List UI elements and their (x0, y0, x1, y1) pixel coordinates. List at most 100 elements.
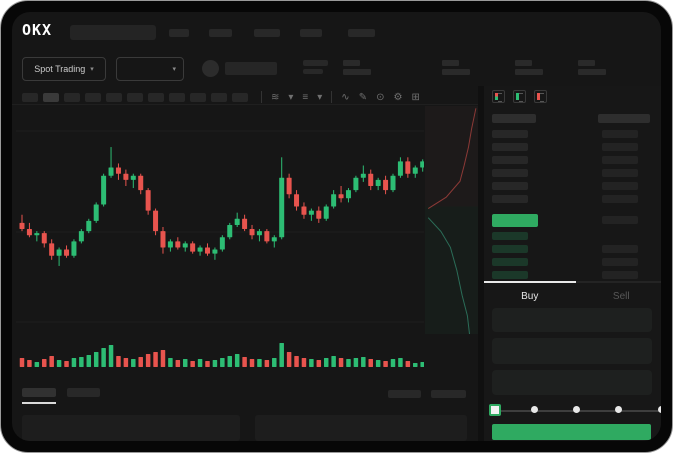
bottom-action-2[interactable] (431, 390, 466, 398)
last-price-badge[interactable] (492, 214, 538, 227)
timeframe-button[interactable] (232, 92, 248, 102)
timeframe-button[interactable] (190, 92, 206, 102)
change-placeholder (303, 60, 328, 66)
candle-style-icon[interactable]: ≋ (271, 91, 280, 103)
view-icon-bar (516, 93, 519, 100)
bid-amount-cell[interactable] (602, 245, 638, 253)
ask-amount-cell[interactable] (602, 156, 638, 164)
nav-item-placeholder[interactable] (254, 29, 280, 37)
timeframe-button[interactable] (22, 92, 38, 102)
bottom-tab-2[interactable] (67, 388, 100, 397)
ask-amount-cell[interactable] (602, 143, 638, 151)
stat-value-placeholder (578, 69, 606, 75)
indicators-icon[interactable]: ≡ (302, 91, 309, 103)
orderbook-buy-view-icon[interactable] (513, 90, 526, 103)
orderbook-amount-cell[interactable] (602, 216, 638, 224)
ask-price-cell[interactable] (492, 130, 528, 138)
timeframe-button[interactable] (169, 92, 185, 102)
timeframe-button[interactable] (106, 92, 122, 102)
timeframe-button[interactable] (211, 92, 227, 102)
orderbook-col-header-price (492, 114, 536, 123)
pair-dropdown[interactable]: ▾ (116, 57, 184, 81)
top-navbar: OKX (12, 12, 661, 52)
slider-stop-dot[interactable] (657, 406, 661, 413)
draw-tool-icon[interactable]: ✎ (358, 91, 368, 103)
ask-price-cell[interactable] (492, 169, 528, 177)
order-form-input[interactable] (492, 338, 652, 364)
orderbook-sell-view-icon[interactable] (534, 90, 547, 103)
ask-amount-cell[interactable] (602, 169, 638, 177)
bottom-tab-1[interactable] (22, 388, 56, 397)
bid-price-cell[interactable] (492, 232, 528, 240)
tab-sell[interactable]: Sell (575, 281, 661, 305)
nav-item-placeholder[interactable] (348, 29, 375, 37)
price-placeholder (225, 62, 277, 75)
bid-amount-cell[interactable] (602, 271, 638, 279)
view-icon-lines (498, 93, 502, 102)
ask-amount-cell[interactable] (602, 182, 638, 190)
line-tool-icon[interactable]: ∿ (341, 91, 350, 103)
timeframe-button[interactable] (127, 92, 143, 102)
ask-price-cell[interactable] (492, 156, 528, 164)
stat-label-placeholder (343, 60, 360, 66)
search-placeholder[interactable] (70, 25, 156, 40)
slider-stop-dot[interactable] (615, 406, 623, 413)
volume-chart[interactable] (16, 337, 425, 369)
depth-chart[interactable] (425, 106, 478, 335)
bid-price-cell[interactable] (492, 271, 528, 279)
change-sub-placeholder (303, 69, 323, 74)
ask-price-cell[interactable] (492, 195, 528, 203)
ask-price-cell[interactable] (492, 143, 528, 151)
okx-logo[interactable]: OKX (22, 21, 53, 39)
orderbook-col-header-amount (598, 114, 650, 123)
orderbook-split-view-icon[interactable] (492, 90, 505, 103)
chevron-down-icon[interactable]: ▾ (317, 91, 323, 103)
ask-price-cell[interactable] (492, 182, 528, 190)
bid-price-cell[interactable] (492, 258, 528, 266)
toolbar-divider (331, 91, 333, 103)
stat-label-placeholder (442, 60, 459, 66)
order-form-input[interactable] (492, 308, 652, 332)
timeframe-button[interactable] (43, 92, 59, 102)
nav-item-placeholder[interactable] (169, 29, 189, 37)
market-type-dropdown[interactable]: Spot Trading ▾ (22, 57, 106, 81)
stat-label-placeholder (578, 60, 595, 66)
chevron-down-icon[interactable]: ▾ (288, 91, 294, 103)
app-window: OKX Spot Trading ▾ ▾ (12, 12, 661, 441)
stat-value-placeholder (515, 69, 543, 75)
camera-icon[interactable]: ⊙ (376, 91, 385, 103)
chevron-down-icon: ▾ (172, 65, 176, 73)
timeframe-button[interactable] (64, 92, 80, 102)
toolbar-separator (12, 104, 478, 105)
tab-buy[interactable]: Buy (484, 281, 576, 305)
order-form-input[interactable] (492, 370, 652, 395)
orders-panel-right (255, 415, 467, 441)
chart-tool-icons: ≋ ▾ ≡ ▾ ∿ ✎ ⊙ ⚙ ⊞ (261, 91, 420, 103)
bid-price-cell[interactable] (492, 245, 528, 253)
bid-amount-cell[interactable] (602, 258, 638, 266)
ask-amount-cell[interactable] (602, 130, 638, 138)
slider-handle[interactable] (488, 404, 501, 416)
nav-item-placeholder[interactable] (300, 29, 322, 37)
timeframe-button[interactable] (85, 92, 101, 102)
fullscreen-icon[interactable]: ⊞ (411, 91, 420, 103)
nav-item-placeholder[interactable] (209, 29, 232, 37)
timeframe-buttons (22, 92, 248, 102)
view-icon-bar (537, 93, 540, 100)
coin-icon (202, 60, 219, 77)
toolbar-divider (261, 91, 262, 103)
slider-stop-dot[interactable] (530, 406, 538, 413)
timeframe-button[interactable] (148, 92, 164, 102)
bottom-action-1[interactable] (388, 390, 421, 398)
slider-stop-dot[interactable] (573, 406, 580, 413)
chevron-down-icon: ▾ (90, 65, 94, 73)
ask-amount-cell[interactable] (602, 195, 638, 203)
candlestick-chart[interactable] (16, 106, 426, 334)
stat-label-placeholder (515, 60, 532, 66)
settings-icon[interactable]: ⚙ (393, 91, 403, 103)
volume-svg (19, 343, 425, 367)
candles-svg (16, 130, 426, 323)
buy-submit-button[interactable] (492, 424, 651, 440)
